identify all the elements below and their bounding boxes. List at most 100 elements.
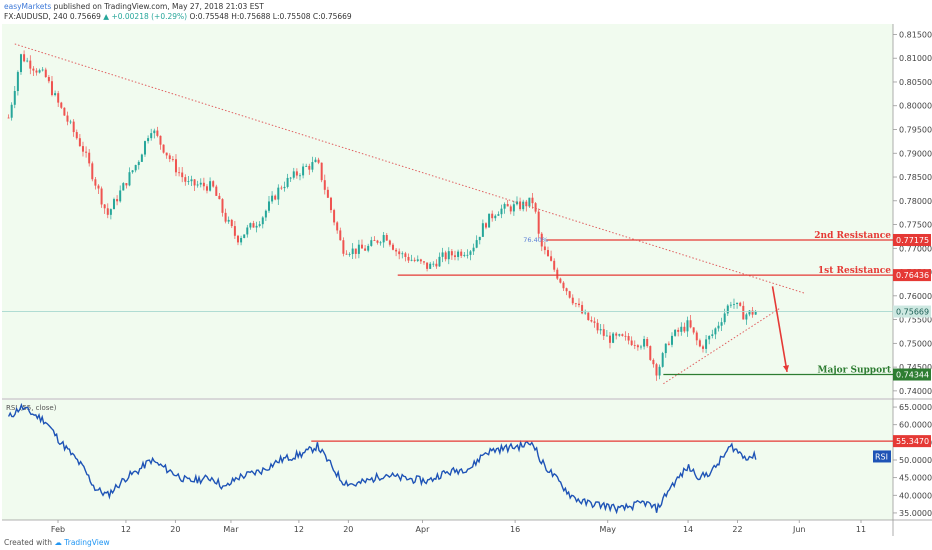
candle-body bbox=[190, 179, 193, 182]
tradingview-brand[interactable]: TradingView bbox=[64, 538, 110, 547]
candle-body bbox=[488, 213, 491, 228]
candle-body bbox=[292, 171, 295, 178]
candle-body bbox=[562, 282, 565, 289]
price-tick-label: 0.77000 bbox=[899, 244, 932, 253]
price-tick-label: 0.77500 bbox=[899, 221, 932, 230]
price-pane bbox=[2, 24, 893, 398]
candle-body bbox=[38, 70, 41, 73]
candle-body bbox=[193, 179, 196, 186]
candle-body bbox=[243, 234, 246, 238]
candle-body bbox=[404, 253, 407, 257]
candle-body bbox=[298, 175, 301, 177]
candle-body bbox=[336, 222, 339, 231]
candle-body bbox=[240, 237, 243, 243]
candle-body bbox=[385, 235, 388, 241]
candle-body bbox=[230, 219, 233, 227]
close-value: C:0.75669 bbox=[312, 12, 352, 21]
candle-body bbox=[218, 195, 221, 200]
time-tick-label: 16 bbox=[510, 525, 520, 534]
projection-arrow bbox=[771, 286, 788, 372]
candle-body bbox=[395, 249, 398, 252]
candle-body bbox=[435, 263, 438, 267]
candle-body bbox=[481, 223, 484, 237]
candle-body bbox=[357, 244, 360, 254]
tradingview-logo-icon: ☁ bbox=[54, 538, 62, 547]
candle-body bbox=[302, 166, 305, 176]
candle-body bbox=[280, 187, 283, 189]
rsi-legend-tag bbox=[873, 450, 891, 463]
candle-body bbox=[246, 227, 249, 235]
candle-body bbox=[605, 335, 608, 337]
candle-body bbox=[360, 244, 363, 249]
candle-body bbox=[531, 197, 534, 204]
publish-line: easyMarkets published on TradingView.com… bbox=[4, 2, 264, 11]
time-tick-label: 11 bbox=[856, 525, 866, 534]
candle-body bbox=[686, 320, 689, 332]
time-tick-label: 22 bbox=[732, 525, 742, 534]
low-value: L:0.75508 bbox=[272, 12, 311, 21]
price-tick-label: 0.75000 bbox=[899, 339, 932, 348]
time-tick-label: 14 bbox=[683, 525, 693, 534]
candle-body bbox=[711, 334, 714, 336]
candle-body bbox=[571, 297, 574, 304]
rsi-resistance-tag-label: 55.3470 bbox=[896, 437, 929, 446]
candle-body bbox=[401, 253, 404, 255]
candle-body bbox=[277, 187, 280, 200]
candle-body bbox=[252, 223, 255, 228]
candle-body bbox=[497, 214, 500, 216]
candle-body bbox=[432, 263, 435, 265]
candle-body bbox=[97, 185, 100, 189]
candle-body bbox=[643, 339, 646, 347]
candle-body bbox=[742, 305, 745, 320]
candle-body bbox=[66, 115, 69, 122]
candle-body bbox=[670, 335, 673, 345]
candle-body bbox=[717, 325, 720, 329]
candle-body bbox=[469, 251, 472, 255]
candle-body bbox=[649, 346, 652, 360]
candle-body bbox=[196, 184, 199, 186]
candle-body bbox=[556, 269, 559, 279]
candle-body bbox=[174, 159, 177, 173]
candle-body bbox=[438, 256, 441, 267]
candle-body bbox=[584, 312, 587, 314]
candle-body bbox=[295, 171, 298, 176]
candle-body bbox=[453, 255, 456, 257]
candle-body bbox=[150, 133, 153, 139]
candle-body bbox=[367, 245, 370, 251]
candle-body bbox=[410, 259, 413, 261]
candle-body bbox=[534, 203, 537, 212]
candle-body bbox=[342, 240, 345, 254]
candle-body bbox=[553, 260, 556, 270]
high-value: H:0.75688 bbox=[231, 12, 271, 21]
resistance-price-tag bbox=[893, 233, 931, 246]
candle-body bbox=[621, 334, 624, 336]
candle-body bbox=[81, 146, 84, 152]
candle-body bbox=[559, 278, 562, 283]
publisher-name[interactable]: easyMarkets bbox=[4, 2, 52, 11]
candle-body bbox=[500, 208, 503, 215]
candle-body bbox=[348, 254, 351, 255]
candle-body bbox=[667, 343, 670, 345]
candle-body bbox=[574, 303, 577, 305]
candle-body bbox=[23, 54, 26, 62]
rsi-tick-label: 50.0000 bbox=[899, 456, 932, 465]
candle-body bbox=[19, 54, 22, 73]
candle-body bbox=[274, 195, 277, 200]
candle-body bbox=[422, 261, 425, 263]
candle-body bbox=[565, 288, 568, 292]
candle-body bbox=[692, 327, 695, 333]
time-tick-label: Jun bbox=[792, 525, 806, 534]
time-tick-label: Feb bbox=[51, 525, 65, 534]
rsi-tick-label: 65.0000 bbox=[899, 403, 932, 412]
candle-body bbox=[416, 259, 419, 261]
rsi-tick-label: 35.0000 bbox=[899, 509, 932, 518]
candle-body bbox=[122, 183, 125, 191]
candle-body bbox=[543, 246, 546, 251]
candle-body bbox=[568, 291, 571, 298]
candle-body bbox=[258, 224, 261, 226]
candle-body bbox=[289, 177, 292, 179]
candle-body bbox=[633, 345, 636, 346]
resistance-label: 2nd Resistance bbox=[814, 231, 891, 241]
